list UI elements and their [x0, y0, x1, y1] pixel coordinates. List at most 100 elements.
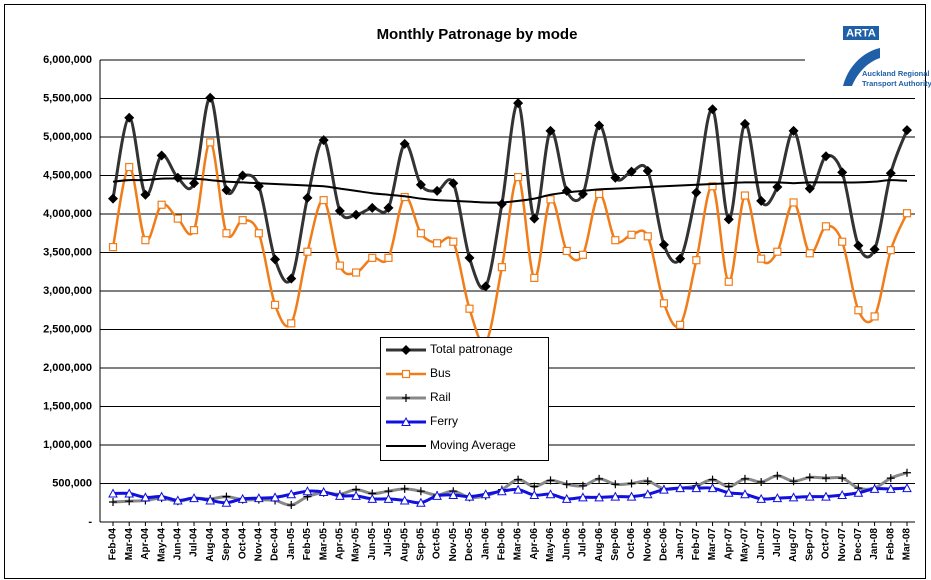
x-tick-label: Aug-05: [399, 528, 410, 562]
point: [448, 489, 459, 500]
point: [529, 489, 540, 500]
point: [659, 484, 669, 494]
point: [156, 150, 167, 161]
point: [318, 135, 329, 146]
point: [562, 480, 571, 489]
point: [869, 483, 880, 493]
point: [903, 468, 911, 477]
point: [530, 273, 539, 283]
x-tick-label: Oct-04: [237, 528, 248, 560]
logo-org: Transport Authority: [862, 79, 931, 88]
chart-title: Monthly Patronage by mode: [377, 26, 578, 43]
point: [351, 268, 361, 277]
point: [530, 482, 539, 491]
point: [189, 226, 199, 235]
point: [237, 493, 248, 503]
point: [804, 183, 815, 194]
x-tick-label: Dec-04: [270, 528, 281, 561]
point: [108, 193, 118, 204]
point: [773, 247, 782, 256]
point: [610, 172, 621, 183]
point: [626, 491, 637, 501]
point: [594, 120, 605, 131]
point: [545, 489, 556, 499]
point: [497, 486, 507, 496]
point: [189, 493, 199, 503]
point: [756, 195, 767, 206]
point: [578, 481, 587, 490]
x-tick-label: Sep-04: [221, 528, 232, 561]
x-tick-label: Feb-08: [885, 528, 896, 561]
point: [902, 125, 912, 136]
point: [610, 491, 621, 501]
point: [464, 252, 475, 263]
x-tick-label: Nov-06: [642, 528, 653, 562]
point: [708, 182, 717, 191]
x-tick-label: Mar-08: [902, 528, 913, 561]
point: [578, 250, 588, 259]
y-tick-label: 2,500,000: [43, 323, 92, 335]
point: [140, 492, 151, 502]
x-tick-label: Dec-05: [464, 528, 475, 561]
point: [514, 475, 523, 484]
x-tick-label: Jul-07: [772, 528, 783, 557]
logo-swirl: [843, 48, 880, 86]
point: [156, 491, 167, 501]
x-tick-label: Jan-05: [286, 528, 297, 560]
point: [206, 138, 215, 147]
point: [514, 172, 523, 182]
y-tick-label: 4,000,000: [43, 208, 92, 220]
point: [416, 487, 425, 496]
x-tick-label: Nov-04: [253, 528, 264, 562]
point: [335, 490, 345, 500]
x-tick-label: Apr-07: [723, 528, 734, 560]
point: [432, 490, 442, 500]
x-tick-label: Apr-04: [140, 528, 151, 560]
point: [222, 229, 231, 238]
point: [724, 277, 733, 286]
x-tick-label: Jul-05: [383, 528, 394, 557]
point: [270, 300, 280, 309]
point: [318, 486, 329, 496]
point: [707, 483, 718, 493]
point: [789, 198, 798, 207]
x-tick-label: Dec-07: [853, 528, 864, 561]
x-tick-label: Feb-04: [108, 528, 119, 561]
point: [401, 345, 411, 355]
point: [238, 216, 247, 225]
point: [124, 112, 135, 123]
point: [707, 104, 718, 115]
point: [464, 491, 475, 501]
point: [254, 493, 264, 503]
y-tick-label: 500,000: [52, 477, 92, 489]
legend-label: Rail: [430, 390, 451, 404]
point: [302, 192, 313, 203]
point: [595, 189, 604, 199]
point: [756, 493, 766, 503]
point: [480, 281, 491, 292]
logo-badge: [843, 26, 879, 40]
point: [401, 416, 411, 426]
point: [254, 229, 263, 238]
point: [853, 240, 864, 251]
logo-name: ARTA: [846, 27, 876, 39]
x-tick-label: Jul-06: [578, 528, 589, 557]
point: [611, 480, 620, 489]
x-tick-label: Mar-04: [124, 528, 135, 561]
logo-org: Auckland Regional: [862, 69, 930, 78]
y-tick-label: 5,500,000: [43, 92, 92, 104]
point: [513, 98, 524, 109]
point: [109, 497, 117, 506]
x-tick-label: Mar-07: [707, 528, 718, 561]
x-tick-label: Jun-04: [172, 528, 183, 561]
x-tick-label: Oct-05: [432, 528, 443, 560]
point: [415, 179, 426, 190]
x-tick-label: Sep-07: [804, 528, 815, 561]
point: [757, 477, 766, 486]
point: [708, 475, 717, 484]
plot: [108, 92, 912, 510]
point: [205, 495, 216, 505]
point: [497, 263, 506, 272]
logo: ARTA Auckland Regional Transport Authori…: [843, 26, 931, 88]
